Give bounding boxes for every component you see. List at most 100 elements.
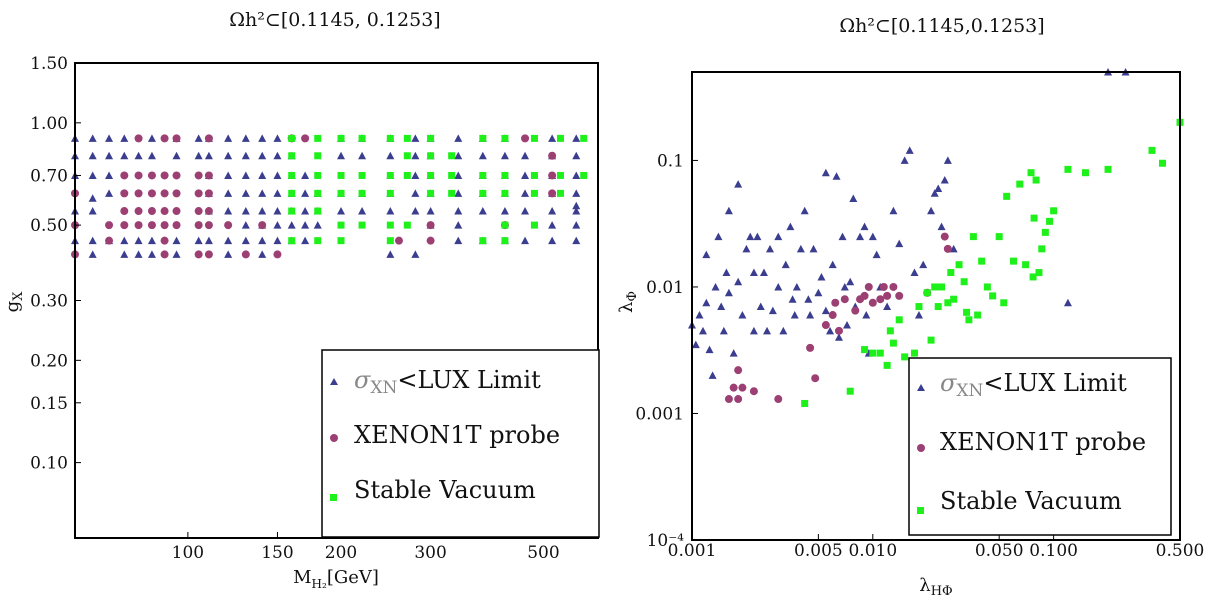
right-point-circle xyxy=(851,306,860,315)
right-point-triangle xyxy=(949,244,958,253)
left-point-triangle xyxy=(258,171,267,179)
left-chart: Ωh²⊂[0.1145, 0.1253] 100 150 200 300 500 0.10… xyxy=(2,9,600,591)
right-point-square xyxy=(995,233,1003,241)
right-point-square xyxy=(974,311,982,319)
right-point-circle xyxy=(734,366,743,375)
left-point-triangle xyxy=(454,171,463,179)
right-legend-label-lux: σXN<LUX Limit xyxy=(940,369,1127,401)
right-point-triangle xyxy=(910,268,919,277)
left-chart-ylabel: gX xyxy=(2,291,26,313)
left-point-triangle xyxy=(454,207,463,215)
left-point-triangle xyxy=(224,171,233,179)
right-point-triangle xyxy=(804,295,813,303)
left-point-triangle xyxy=(273,221,282,229)
left-point-triangle xyxy=(337,207,346,215)
right-point-circle xyxy=(895,291,904,300)
right-point-triangle xyxy=(883,302,892,311)
left-point-triangle xyxy=(172,151,181,160)
right-point-triangle xyxy=(708,371,717,379)
left-point-triangle xyxy=(258,250,267,258)
left-legend-item-xenon: XENON1T probe xyxy=(330,421,560,449)
left-point-circle xyxy=(134,189,143,198)
left-point-circle xyxy=(147,221,156,230)
left-point-circle xyxy=(172,207,181,216)
left-legend-item-lux: σXN<LUX Limit xyxy=(330,366,541,398)
left-point-triangle xyxy=(386,250,395,258)
left-point-circle xyxy=(194,207,203,216)
right-point-square xyxy=(1064,165,1072,173)
right-point-square xyxy=(901,353,909,361)
right-point-square xyxy=(969,233,977,241)
left-point-triangle xyxy=(548,207,557,215)
right-point-triangle xyxy=(774,282,783,291)
left-point-circle xyxy=(204,250,213,259)
left-point-triangle xyxy=(521,236,530,245)
left-point-square xyxy=(288,171,296,179)
right-point-triangle xyxy=(714,232,723,241)
right-xtick-label: 0.050 xyxy=(975,541,1024,561)
triangle-icon xyxy=(330,378,338,385)
right-point-triangle xyxy=(940,176,949,184)
right-point-triangle xyxy=(796,244,805,253)
left-point-circle xyxy=(204,207,213,216)
right-point-triangle xyxy=(872,250,881,259)
right-point-triangle xyxy=(695,311,704,319)
left-point-square xyxy=(288,207,296,215)
right-point-triangle xyxy=(717,302,726,311)
left-point-square xyxy=(479,171,487,179)
right-point-circle xyxy=(840,295,849,304)
left-point-triangle xyxy=(478,207,487,215)
left-point-circle xyxy=(160,189,169,198)
right-point-square xyxy=(1035,269,1043,277)
right-point-square xyxy=(861,346,869,354)
left-point-triangle xyxy=(273,207,282,215)
left-point-square xyxy=(288,237,296,245)
right-chart-frame xyxy=(691,71,1181,541)
right-point-circle xyxy=(774,395,783,404)
left-point-triangle xyxy=(301,207,310,215)
left-point-triangle xyxy=(241,134,250,142)
right-point-square xyxy=(1000,299,1008,307)
right-point-triangle xyxy=(774,232,783,241)
left-point-triangle xyxy=(88,151,97,160)
left-point-triangle xyxy=(273,134,282,142)
right-point-circle xyxy=(879,282,888,291)
right-point-triangle xyxy=(838,232,847,241)
left-point-triangle xyxy=(258,236,267,245)
right-point-circle xyxy=(821,321,830,330)
left-point-circle xyxy=(172,171,181,180)
right-point-square xyxy=(1038,245,1046,253)
right-point-circle xyxy=(834,326,843,335)
left-point-triangle xyxy=(521,171,530,179)
left-point-triangle xyxy=(241,207,250,215)
right-point-triangle xyxy=(734,277,743,286)
left-point-square xyxy=(530,171,538,179)
right-point-square xyxy=(938,283,946,291)
right-point-square xyxy=(1104,165,1112,173)
right-point-triangle xyxy=(814,288,823,297)
right-ytick-label: 0.01 xyxy=(646,278,684,298)
left-point-circle xyxy=(147,189,156,198)
left-point-triangle xyxy=(194,151,203,160)
left-legend: σXN<LUX Limit XENON1T probe Stable Vacuu… xyxy=(321,349,600,538)
left-point-circle xyxy=(134,207,143,216)
right-point-triangle xyxy=(905,146,914,154)
right-xtick-label: 0.100 xyxy=(1029,541,1078,561)
left-point-circle xyxy=(172,134,181,143)
left-point-triangle xyxy=(258,151,267,160)
left-point-triangle xyxy=(134,236,143,245)
left-point-triangle xyxy=(301,221,310,229)
left-point-triangle xyxy=(572,134,581,142)
right-chart: Ωh²⊂[0.1145,0.1253] 0.001 0.005 0.010 0.050… xyxy=(616,15,1204,598)
triangle-icon xyxy=(917,384,925,391)
left-point-triangle xyxy=(548,221,557,229)
left-point-triangle xyxy=(313,221,322,229)
left-point-square xyxy=(386,189,394,197)
left-point-square xyxy=(403,134,411,142)
left-point-circle xyxy=(172,189,181,198)
left-point-square xyxy=(501,237,509,245)
right-point-circle xyxy=(811,374,820,383)
right-point-square xyxy=(1016,180,1024,188)
left-point-triangle xyxy=(224,151,233,160)
left-point-square xyxy=(386,237,394,245)
